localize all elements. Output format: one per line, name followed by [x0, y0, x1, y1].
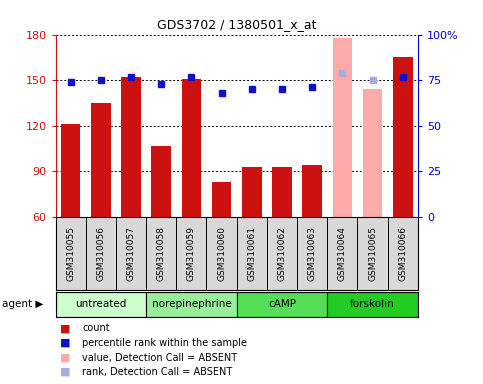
- Text: GSM310065: GSM310065: [368, 226, 377, 281]
- Text: GSM310066: GSM310066: [398, 226, 407, 281]
- Bar: [332, 38, 352, 217]
- Text: percentile rank within the sample: percentile rank within the sample: [82, 338, 247, 348]
- Text: ■: ■: [60, 367, 71, 377]
- Bar: [91, 103, 111, 217]
- Text: GSM310061: GSM310061: [247, 226, 256, 281]
- Text: GSM310062: GSM310062: [277, 226, 286, 281]
- Bar: [363, 89, 383, 217]
- Bar: [121, 77, 141, 217]
- Bar: [56, 292, 146, 317]
- Text: norepinephrine: norepinephrine: [152, 299, 231, 310]
- Text: GSM310057: GSM310057: [127, 226, 136, 281]
- Text: GSM310059: GSM310059: [187, 226, 196, 281]
- Bar: [61, 124, 81, 217]
- Title: GDS3702 / 1380501_x_at: GDS3702 / 1380501_x_at: [157, 18, 316, 31]
- Bar: [212, 182, 231, 217]
- Text: count: count: [82, 323, 110, 333]
- Text: GSM310063: GSM310063: [308, 226, 317, 281]
- Bar: [327, 292, 418, 317]
- Bar: [237, 292, 327, 317]
- Text: agent ▶: agent ▶: [2, 299, 44, 310]
- Bar: [151, 146, 171, 217]
- Bar: [393, 57, 412, 217]
- Bar: [182, 79, 201, 217]
- Text: GSM310060: GSM310060: [217, 226, 226, 281]
- Text: ■: ■: [60, 338, 71, 348]
- Text: GSM310056: GSM310056: [96, 226, 105, 281]
- Text: GSM310055: GSM310055: [66, 226, 75, 281]
- Text: ■: ■: [60, 353, 71, 362]
- Bar: [272, 167, 292, 217]
- Text: GSM310058: GSM310058: [156, 226, 166, 281]
- Text: ■: ■: [60, 323, 71, 333]
- Text: rank, Detection Call = ABSENT: rank, Detection Call = ABSENT: [82, 367, 232, 377]
- Bar: [302, 165, 322, 217]
- Bar: [242, 167, 262, 217]
- Text: forskolin: forskolin: [350, 299, 395, 310]
- Text: GSM310064: GSM310064: [338, 226, 347, 281]
- Text: untreated: untreated: [75, 299, 127, 310]
- Text: value, Detection Call = ABSENT: value, Detection Call = ABSENT: [82, 353, 237, 362]
- Text: cAMP: cAMP: [268, 299, 296, 310]
- Bar: [146, 292, 237, 317]
